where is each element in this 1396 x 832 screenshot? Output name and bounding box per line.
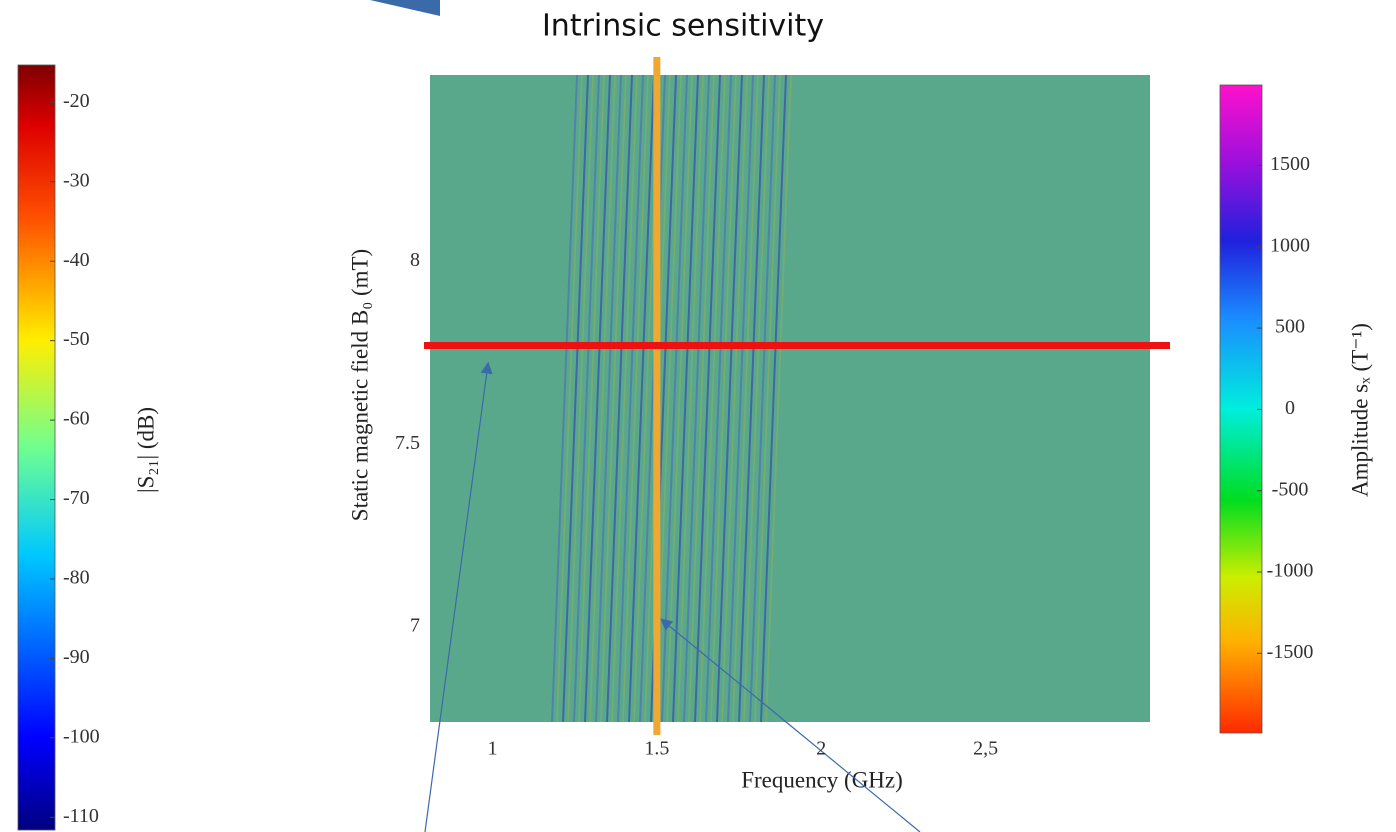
colorbar-tick-label: -70 (63, 487, 90, 509)
x-tick-label: 2 (816, 738, 826, 760)
stripe (578, 74, 605, 723)
y-tick-label: 8 (410, 249, 420, 271)
stripe (743, 74, 770, 723)
stripe (595, 74, 622, 723)
stripe (765, 74, 792, 723)
colorbar-tick-label: -1000 (1267, 560, 1314, 582)
stripe (732, 74, 759, 723)
colorbar-tick-label: -60 (63, 408, 90, 430)
colorbar-tick-label: 1500 (1270, 153, 1310, 175)
stripe (661, 74, 688, 723)
colorbar-tick-label: -90 (63, 646, 90, 668)
colorbar-tick-label: -40 (63, 249, 90, 271)
stripe (688, 74, 715, 723)
colorbar-tick-label: -80 (63, 567, 90, 589)
stripe (677, 74, 704, 723)
stripe (600, 74, 627, 723)
stripe (562, 74, 589, 723)
colorbar-tick-label: -50 (63, 328, 90, 350)
stripe (760, 74, 787, 723)
chart-title: Intrinsic sensitivity (542, 9, 824, 44)
y-axis-label: Static magnetic field B₀ (mT) (347, 249, 372, 521)
stripe (589, 74, 616, 723)
colorbar-label: Amplitude sₓ (T⁻¹) (1347, 323, 1372, 497)
annotation-arrow (424, 361, 493, 832)
stripe (754, 74, 781, 723)
stripe (699, 74, 726, 723)
stripe (727, 74, 754, 723)
stripe (683, 74, 710, 723)
colorbar-tick-label: -30 (63, 169, 90, 191)
colorbar-tick-label: -110 (63, 805, 99, 827)
colorbar-tick-label: 1000 (1270, 234, 1310, 256)
stripe (749, 74, 776, 723)
stripe (606, 74, 633, 723)
colorbar-tick-label: -500 (1272, 478, 1309, 500)
colorbar-tick-label: -100 (63, 725, 100, 747)
stripe (705, 74, 732, 723)
colorbar (17, 64, 56, 831)
stripe (611, 74, 638, 723)
stripe (672, 74, 699, 723)
stripe (694, 74, 721, 723)
stripe (584, 74, 611, 723)
colorbar-tick-label: 500 (1275, 316, 1305, 338)
stripe (716, 74, 743, 723)
x-tick-label: 1 (487, 738, 497, 760)
colorbar-tick-label: -1500 (1267, 641, 1314, 663)
stripe (573, 74, 600, 723)
stripe (551, 74, 578, 723)
colorbar (1219, 84, 1263, 734)
y-tick-label: 7 (410, 615, 420, 637)
colorbar-tick-label: 0 (1285, 397, 1295, 419)
stripe (710, 74, 737, 723)
stripe (628, 74, 655, 723)
colorbar-tick-label: -20 (63, 90, 90, 112)
arrow-decoration (370, 0, 440, 16)
heatmap-background (430, 75, 1150, 722)
x-tick-label: 1.5 (644, 738, 669, 760)
stripe (666, 74, 693, 723)
stripe (721, 74, 748, 723)
stripe (639, 74, 666, 723)
stripe (567, 74, 594, 723)
stripe (622, 74, 649, 723)
x-tick-label: 2,5 (973, 738, 998, 760)
colorbar-label: |S₂₁| (dB) (133, 407, 158, 493)
stripe (556, 74, 583, 723)
stripe (617, 74, 644, 723)
y-tick-label: 7.5 (395, 432, 420, 454)
annotation-arrow (660, 618, 921, 832)
heatmap-stripes (551, 74, 792, 723)
stripe (738, 74, 765, 723)
x-axis-label: Frequency (GHz) (741, 767, 903, 792)
